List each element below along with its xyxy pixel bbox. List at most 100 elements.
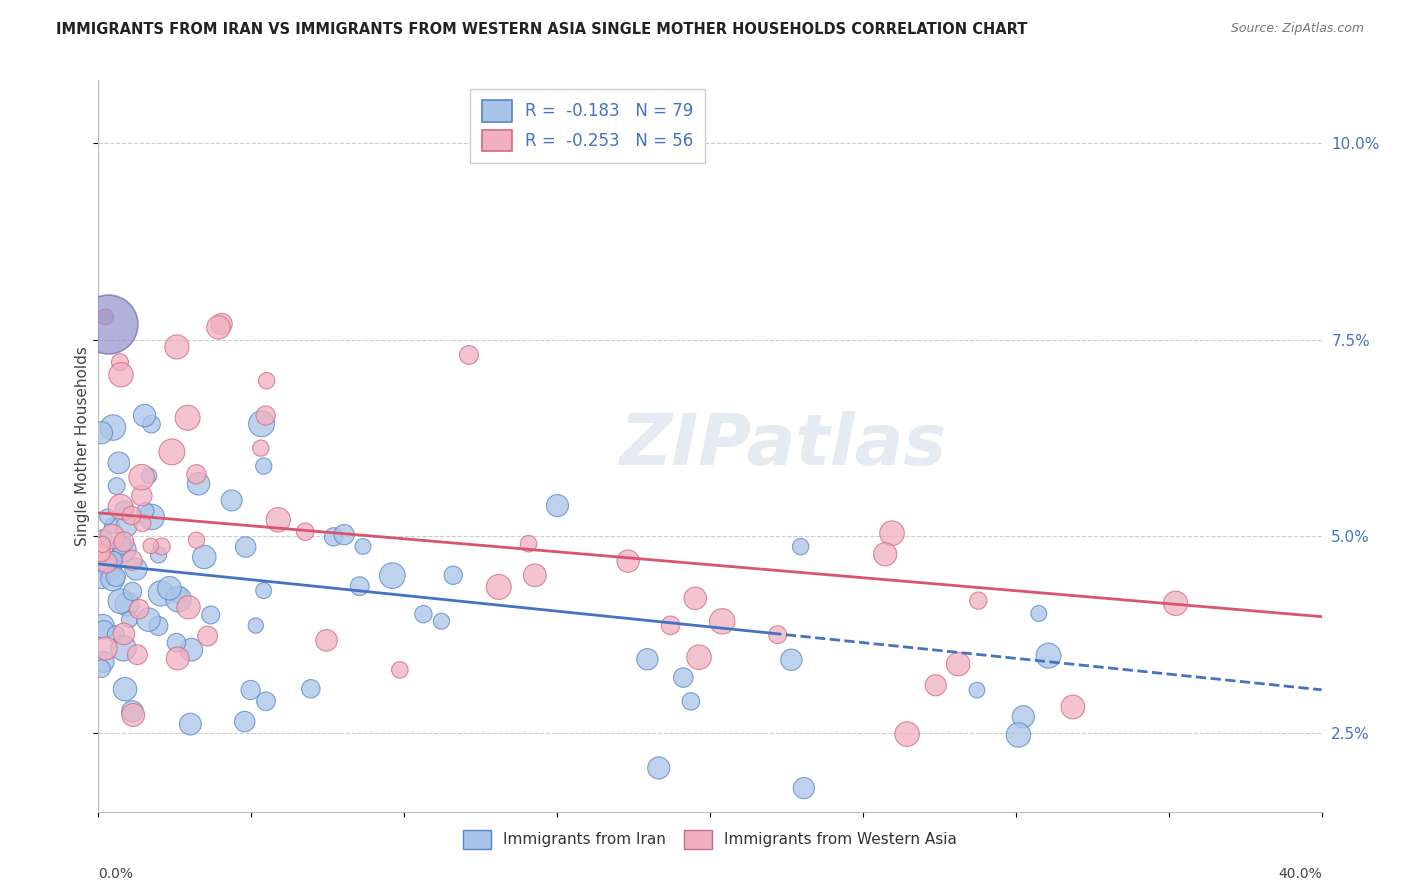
Point [139,539,162,553]
Point [110,500,132,514]
Point [104,627,127,641]
Point [166,651,188,665]
Point [122,708,145,723]
Point [121,704,143,718]
Point [91,532,114,546]
Point [104,570,127,584]
Point [131,470,153,484]
Point [441,568,464,582]
Point [896,727,918,741]
Point [176,410,198,425]
Point [200,607,222,622]
Point [315,633,337,648]
Point [131,489,153,503]
Point [112,534,135,549]
Point [679,694,702,708]
Point [1028,607,1050,621]
Point [925,678,948,692]
Point [299,681,322,696]
Point [875,547,897,561]
Point [103,553,125,567]
Point [127,648,149,662]
Point [967,593,990,607]
Point [148,619,170,633]
Point [430,614,453,628]
Point [179,717,201,731]
Point [207,320,229,334]
Point [148,548,170,562]
Point [254,694,277,708]
Point [96,556,118,570]
Point [253,459,276,474]
Point [112,503,135,517]
Point [193,549,215,564]
Point [211,317,233,331]
Point [381,568,404,582]
Text: 0.0%: 0.0% [98,867,134,880]
Point [108,456,131,470]
Point [90,662,112,676]
Point [110,538,132,552]
Point [115,519,138,533]
Point [115,597,138,611]
Point [250,417,273,431]
Point [90,546,112,560]
Text: ZIPatlas: ZIPatlas [620,411,948,481]
Point [121,584,143,599]
Point [128,602,150,616]
Point [789,540,811,554]
Point [101,519,124,533]
Point [125,562,148,576]
Point [780,653,803,667]
Point [683,591,706,606]
Y-axis label: Single Mother Households: Single Mother Households [75,346,90,546]
Point [523,568,546,582]
Point [177,600,200,615]
Point [256,374,278,388]
Point [946,657,969,671]
Text: Source: ZipAtlas.com: Source: ZipAtlas.com [1230,22,1364,36]
Point [110,594,132,608]
Point [245,618,267,632]
Point [458,348,481,362]
Point [112,542,135,557]
Point [517,537,540,551]
Point [118,613,141,627]
Point [93,623,115,637]
Point [388,663,411,677]
Point [1038,648,1060,663]
Point [617,554,640,568]
Point [546,499,568,513]
Point [966,683,988,698]
Point [186,467,208,482]
Point [659,618,682,632]
Point [91,619,114,633]
Point [1164,596,1187,610]
Point [187,476,209,491]
Point [880,526,903,541]
Point [167,588,190,602]
Point [114,682,136,697]
Point [91,537,114,551]
Point [1062,700,1084,714]
Point [159,581,181,595]
Point [138,468,160,483]
Point [186,533,208,548]
Point [249,441,271,455]
Point [121,553,143,567]
Point [688,650,710,665]
Point [239,683,262,698]
Point [101,572,124,586]
Point [112,627,135,641]
Point [121,508,143,523]
Point [108,355,131,369]
Point [101,420,124,434]
Point [149,586,172,600]
Point [1012,710,1035,724]
Point [672,671,695,685]
Point [636,652,658,666]
Point [333,527,356,541]
Point [233,714,256,729]
Point [766,628,789,642]
Point [167,592,190,607]
